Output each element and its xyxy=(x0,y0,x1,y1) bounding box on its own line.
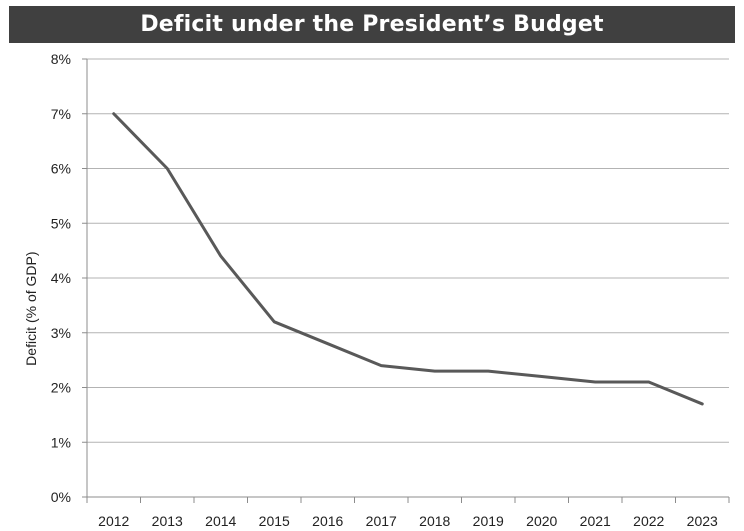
y-tick-label: 8% xyxy=(51,51,71,67)
y-tick-label: 1% xyxy=(51,434,71,450)
x-tick-label: 2012 xyxy=(98,513,129,529)
x-tick-label: 2023 xyxy=(687,513,718,529)
x-tick-label: 2018 xyxy=(419,513,450,529)
x-tick-label: 2020 xyxy=(526,513,557,529)
series-lines xyxy=(112,112,704,406)
axes xyxy=(82,58,730,503)
x-tick-label: 2016 xyxy=(312,513,343,529)
gridlines xyxy=(87,58,729,443)
series-line xyxy=(112,112,704,406)
x-tick-labels: 2012 2013 2014 2015 2016 2017 2018 2019 2020 2021… xyxy=(98,513,718,529)
x-tick-label: 2019 xyxy=(473,513,504,529)
y-tick-label: 2% xyxy=(51,380,71,396)
y-tick-label: 5% xyxy=(51,215,71,231)
x-tick-label: 2017 xyxy=(366,513,397,529)
chart-title: Deficit under the President’s Budget xyxy=(9,6,735,43)
y-tick-label: 0% xyxy=(51,489,71,505)
y-tick-label: 7% xyxy=(51,106,71,122)
y-tick-labels: 0% 1% 2% 3% 4% 5% 6% 7% 8% xyxy=(51,51,71,505)
y-axis-title: Deficit (% of GDP) xyxy=(23,251,39,365)
x-tick-label: 2015 xyxy=(259,513,290,529)
y-tick-label: 3% xyxy=(51,325,71,341)
x-tick-label: 2014 xyxy=(205,513,236,529)
y-tick-label: 6% xyxy=(51,161,71,177)
x-tick-label: 2013 xyxy=(152,513,183,529)
x-tick-label: 2022 xyxy=(633,513,664,529)
y-tick-label: 4% xyxy=(51,270,71,286)
x-tick-label: 2021 xyxy=(580,513,611,529)
